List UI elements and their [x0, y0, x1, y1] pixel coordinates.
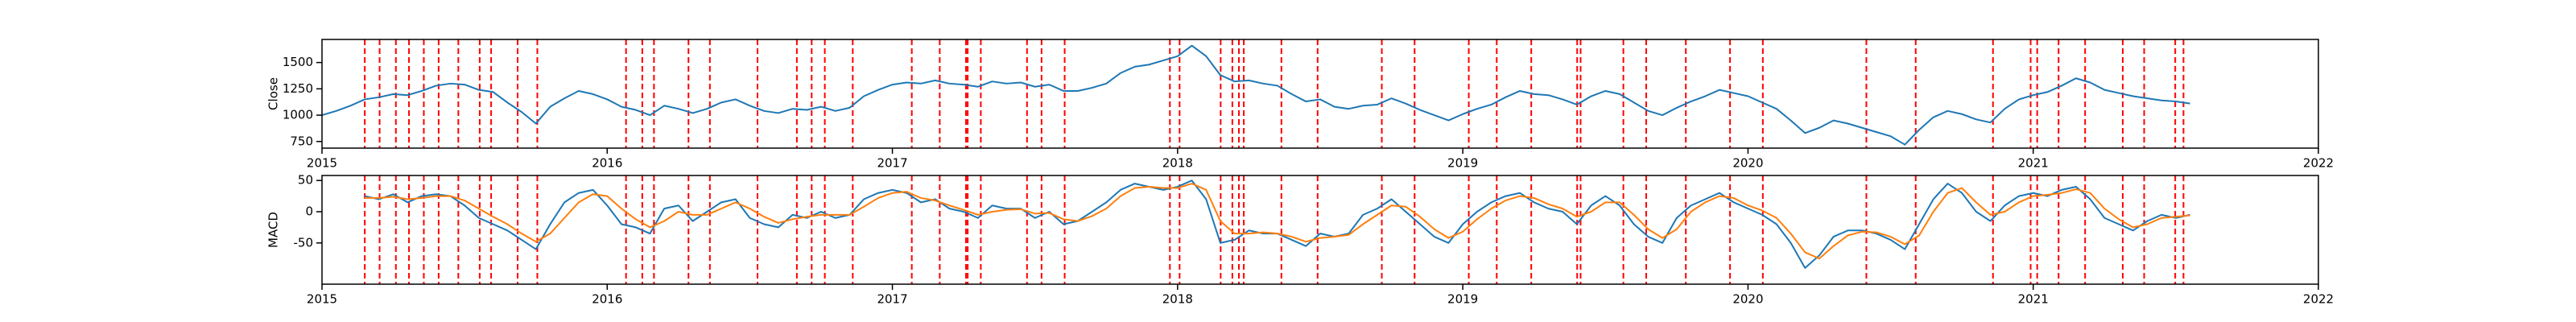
x-tick-label: 2018: [1162, 156, 1193, 171]
plot-area: [322, 39, 2190, 148]
y-axis-label: MACD: [266, 212, 281, 248]
series-line: [365, 183, 2190, 260]
y-tick-label: 750: [290, 134, 313, 148]
x-tick-label: 2022: [2303, 292, 2334, 307]
y-tick-label: 0: [305, 204, 313, 219]
x-tick-label: 2022: [2303, 156, 2334, 171]
x-tick-label: 2016: [592, 292, 622, 307]
axes-frame: [321, 39, 2319, 149]
x-tick-label: 2019: [1447, 156, 1478, 171]
x-tick-label: 2020: [1732, 292, 1763, 307]
x-tick-label: 2015: [307, 292, 337, 307]
x-tick-label: 2017: [877, 292, 907, 307]
x-tick-label: 2021: [2018, 292, 2049, 307]
y-axis-label: Close: [266, 77, 281, 110]
x-tick-label: 2019: [1447, 292, 1478, 307]
x-tick-label: 2020: [1732, 156, 1763, 171]
x-tick-label: 2018: [1162, 292, 1193, 307]
y-tick-label: 1000: [283, 108, 313, 122]
y-tick-label: 1250: [283, 81, 313, 96]
axes-frame: [321, 175, 2319, 285]
x-tick-label: 2016: [592, 156, 622, 171]
x-tick-label: 2015: [307, 156, 337, 171]
series-line: [322, 44, 2190, 146]
y-tick-label: -50: [294, 235, 314, 250]
plot-area: [364, 175, 2190, 284]
y-tick-label: 50: [298, 173, 313, 188]
y-tick-label: 1500: [283, 55, 313, 69]
x-tick-label: 2021: [2018, 156, 2049, 171]
x-tick-label: 2017: [877, 156, 907, 171]
